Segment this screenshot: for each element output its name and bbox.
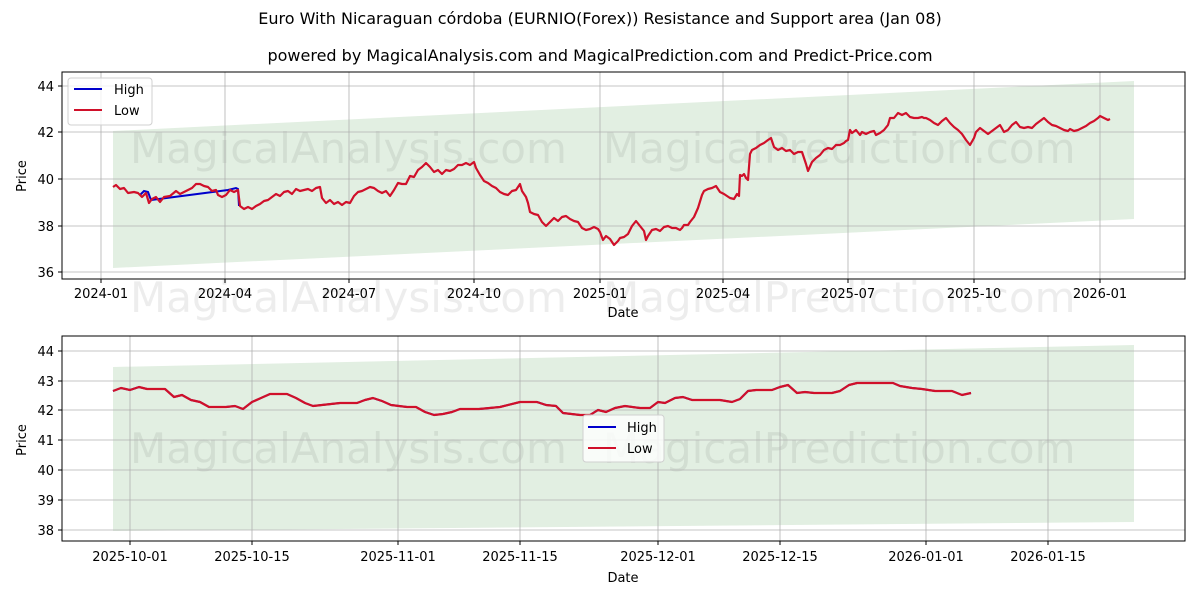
y-tick-label: 36 xyxy=(37,266,54,281)
legend-low-label: Low xyxy=(627,442,653,457)
watermark: MagicalPrediction.com xyxy=(603,273,1076,322)
legend-low-label: Low xyxy=(114,104,140,119)
x-tick-label: 2025-11-01 xyxy=(360,550,436,565)
bottom-low-line xyxy=(112,381,972,417)
watermark: MagicalAnalysis.com xyxy=(130,273,567,322)
top-legend: High Low xyxy=(67,77,153,126)
x-tick-label: 2025-04 xyxy=(696,287,750,302)
x-tick-label: 2025-01 xyxy=(573,287,627,302)
chart-subtitle: powered by MagicalAnalysis.com and Magic… xyxy=(267,46,933,65)
bottom-legend: High Low xyxy=(582,414,665,463)
x-tick-label: 2025-12-01 xyxy=(620,550,696,565)
top-chart: MagicalAnalysis.com MagicalPrediction.co… xyxy=(15,71,1186,322)
y-tick-label: 42 xyxy=(37,126,54,141)
x-tick-label: 2024-04 xyxy=(198,287,252,302)
x-tick-label: 2024-07 xyxy=(322,287,376,302)
x-tick-label: 2025-10-15 xyxy=(214,550,290,565)
y-tick-label: 43 xyxy=(37,375,54,390)
top-axes-frame xyxy=(61,71,1186,280)
x-axis-label: Date xyxy=(607,571,638,586)
bottom-axes-frame xyxy=(61,335,1186,542)
x-tick-label: 2026-01-01 xyxy=(888,550,964,565)
x-tick-label: 2026-01 xyxy=(1073,287,1127,302)
x-tick-label: 2024-01 xyxy=(74,287,128,302)
x-tick-label: 2025-11-15 xyxy=(482,550,558,565)
y-tick-label: 40 xyxy=(37,464,54,479)
x-tick-label: 2024-10 xyxy=(447,287,501,302)
y-tick-label: 42 xyxy=(37,404,54,419)
chart-title: Euro With Nicaraguan córdoba (EURNIO(For… xyxy=(258,9,942,28)
top-support-resistance-band xyxy=(113,81,1134,268)
top-high-line xyxy=(139,186,240,207)
x-tick-label: 2025-10 xyxy=(947,287,1001,302)
y-axis-label: Price xyxy=(15,160,30,192)
x-axis-label: Date xyxy=(607,306,638,321)
y-tick-label: 38 xyxy=(37,524,54,539)
x-tick-label: 2025-12-15 xyxy=(742,550,818,565)
y-tick-label: 41 xyxy=(37,434,54,449)
y-tick-label: 44 xyxy=(37,345,54,360)
bottom-chart: MagicalAnalysis.com MagicalPrediction.co… xyxy=(15,335,1186,586)
legend-high-label: High xyxy=(114,83,144,98)
x-tick-label: 2026-01-15 xyxy=(1010,550,1086,565)
watermark: MagicalPrediction.com xyxy=(603,424,1076,473)
x-tick-label: 2025-07 xyxy=(821,287,875,302)
y-tick-label: 44 xyxy=(37,80,54,95)
top-low-line xyxy=(112,111,1111,247)
y-tick-label: 38 xyxy=(37,220,54,235)
legend-high-label: High xyxy=(627,421,657,436)
x-tick-label: 2025-10-01 xyxy=(92,550,168,565)
watermark: MagicalAnalysis.com xyxy=(130,424,567,473)
y-tick-label: 40 xyxy=(37,173,54,188)
y-tick-label: 39 xyxy=(37,494,54,509)
watermark: MagicalAnalysis.com xyxy=(130,124,567,173)
y-axis-label: Price xyxy=(15,424,30,456)
